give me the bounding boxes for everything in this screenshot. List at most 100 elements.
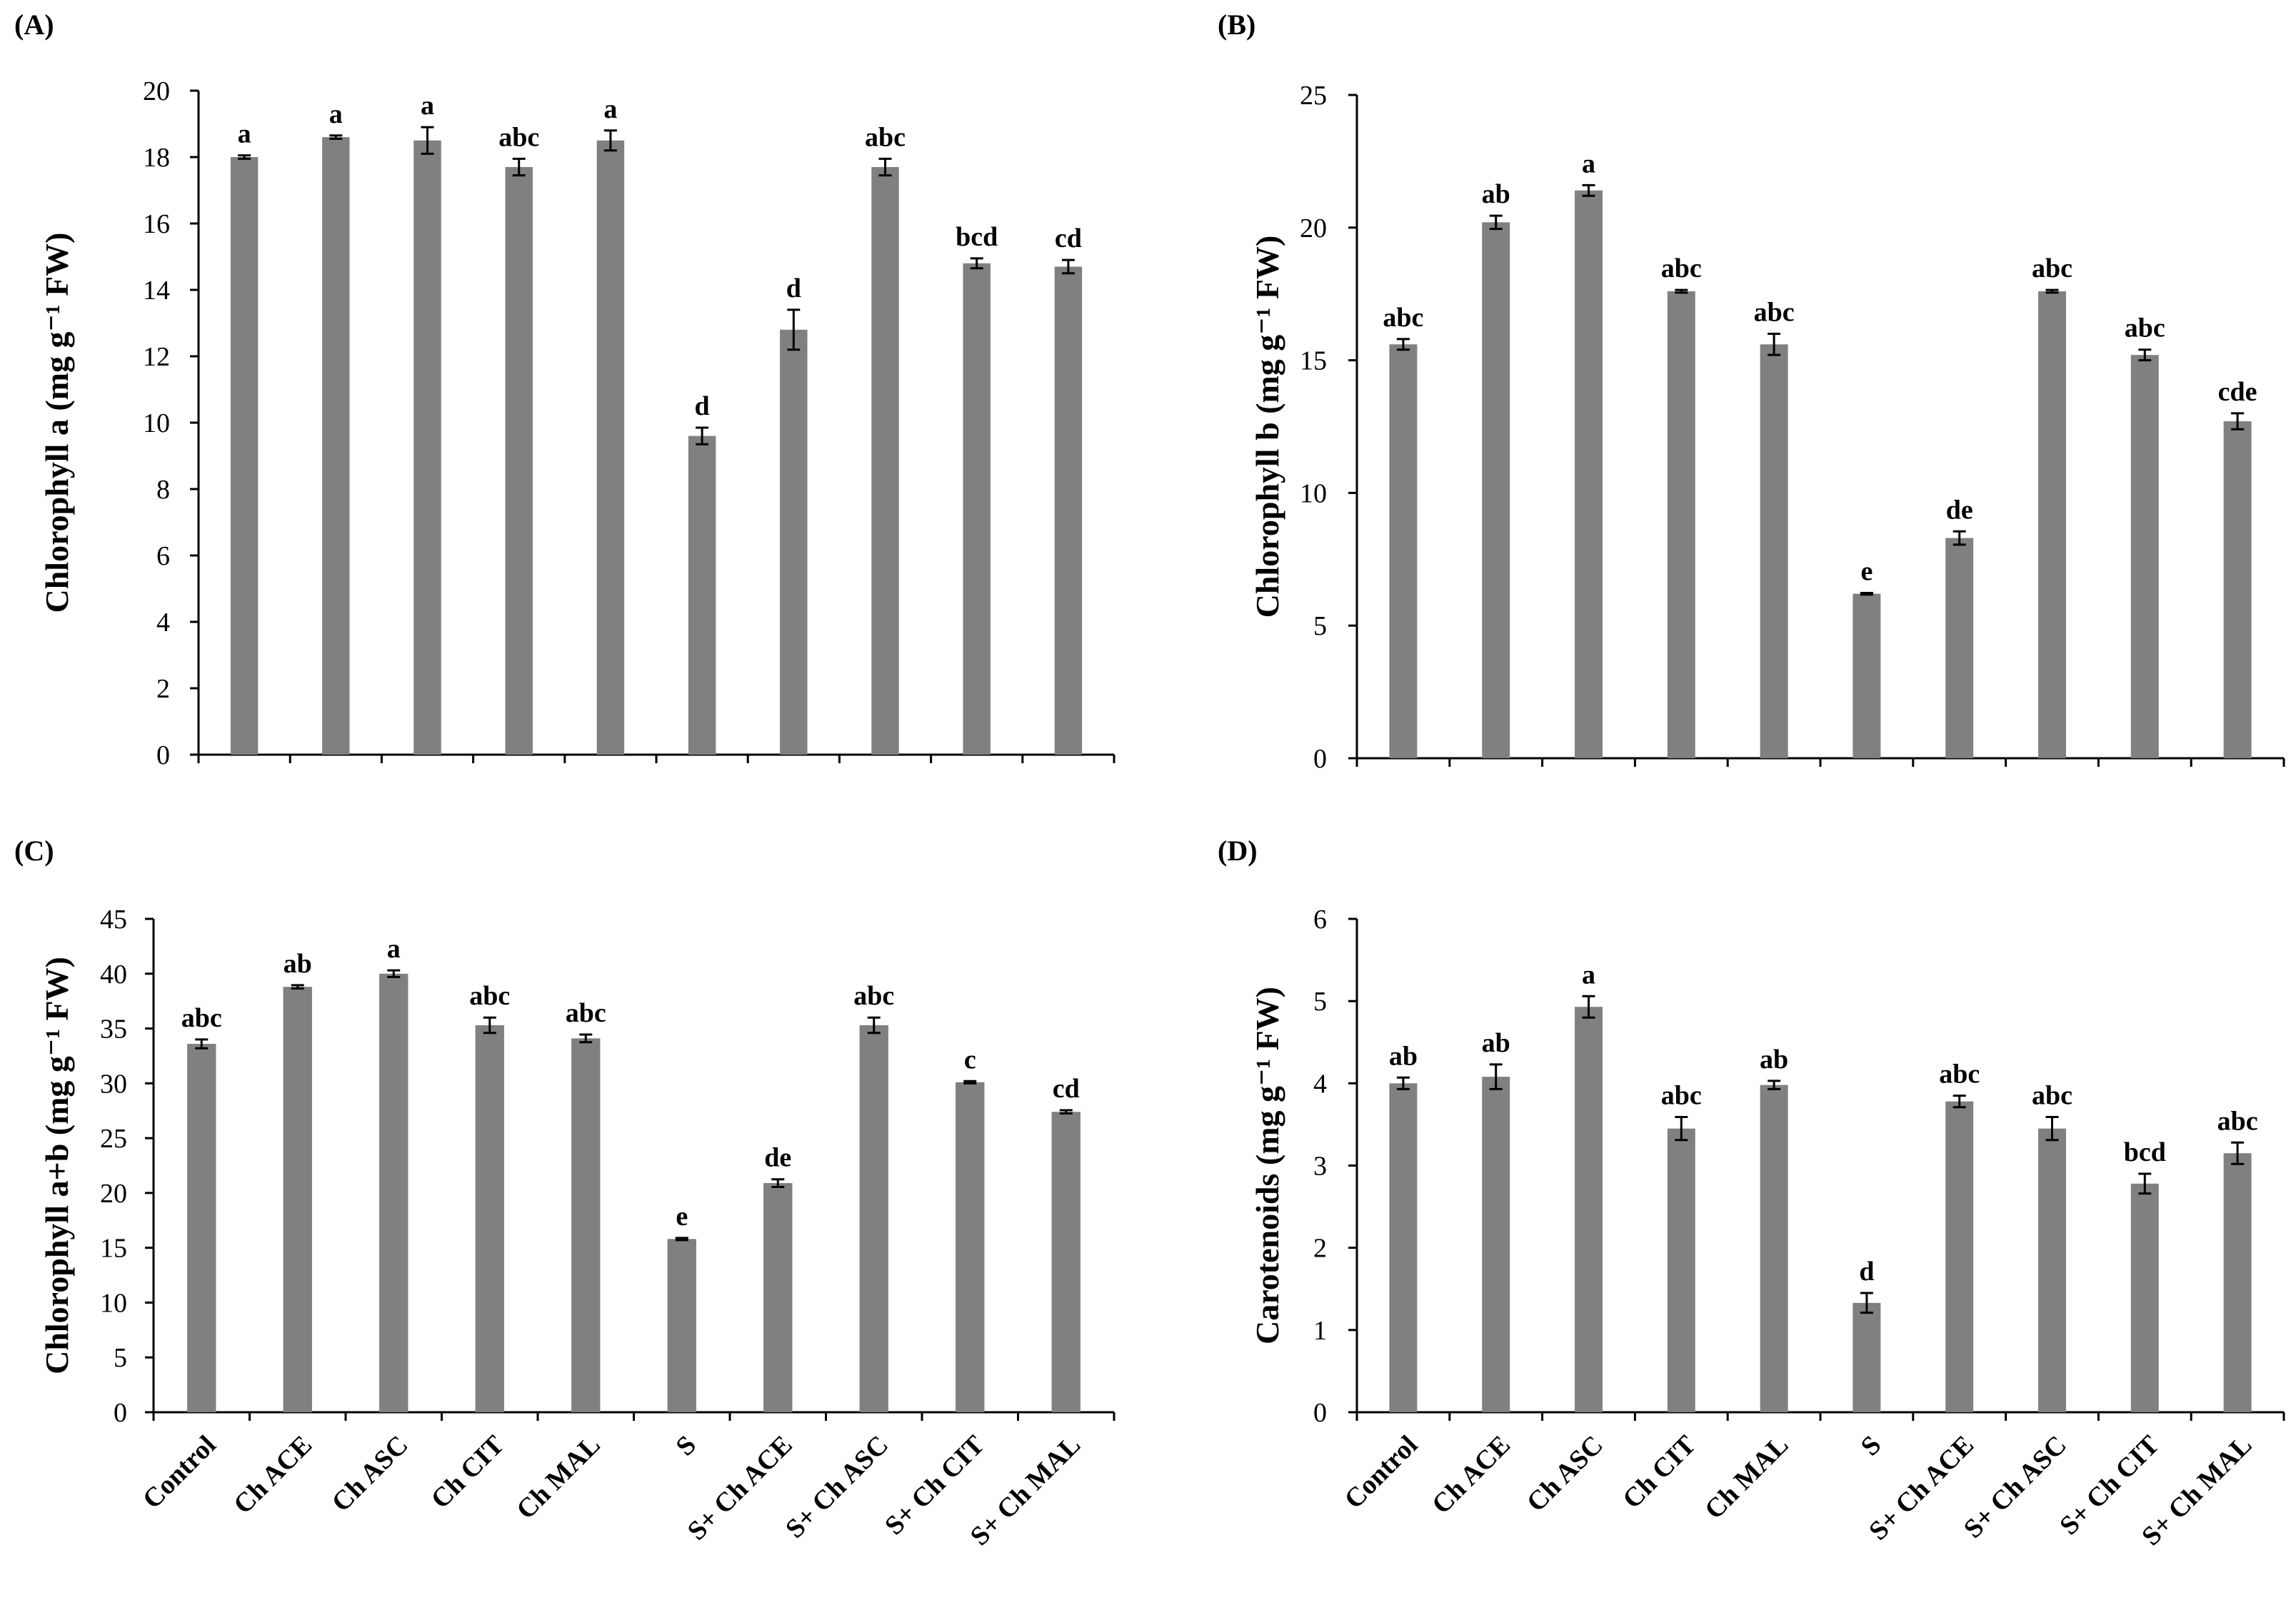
y-tick-label: 10 xyxy=(143,408,170,438)
bar xyxy=(2038,291,2066,758)
bar xyxy=(230,157,259,755)
category-label: S+ Ch ACE xyxy=(682,1430,798,1546)
bar xyxy=(1760,1085,1788,1412)
y-tick-label: 30 xyxy=(100,1069,127,1099)
y-tick-label: 4 xyxy=(1313,1069,1327,1099)
bar xyxy=(2038,1128,2066,1412)
bar xyxy=(688,436,716,755)
category-label: Ch ACE xyxy=(228,1430,318,1520)
significance-letter: a xyxy=(329,99,343,129)
y-tick-label: 10 xyxy=(1300,478,1327,508)
y-tick-label: 4 xyxy=(156,608,170,638)
bar xyxy=(1945,538,1974,758)
y-tick-label: 5 xyxy=(114,1343,127,1373)
significance-letter: ab xyxy=(1389,1041,1418,1071)
chart-panel-2: (B) Chlorophyll b (mg g⁻¹ FW) 0 5 10 15 20 25 ab… xyxy=(1218,9,2285,774)
bar xyxy=(2130,355,2159,759)
y-tick-label: 2 xyxy=(156,674,170,704)
y-tick-label: 1 xyxy=(1313,1316,1327,1346)
y-tick-label: 16 xyxy=(143,209,170,239)
significance-letter: ab xyxy=(1482,179,1510,209)
significance-letter: a xyxy=(603,94,617,124)
y-tick-label: 5 xyxy=(1313,611,1327,641)
category-label: Control xyxy=(1338,1430,1423,1515)
significance-letter: abc xyxy=(181,1003,222,1033)
bar xyxy=(780,329,808,755)
bar xyxy=(2223,1153,2252,1412)
significance-letter: cd xyxy=(1053,1074,1080,1104)
significance-letter: abc xyxy=(865,122,906,152)
category-label: Control xyxy=(137,1430,222,1515)
y-tick-label: 40 xyxy=(100,960,127,990)
bar xyxy=(379,973,408,1412)
significance-letter: ab xyxy=(1760,1045,1788,1075)
y-axis-title: Chlorophyll a (mg g⁻¹ FW) xyxy=(39,232,75,613)
bar xyxy=(1389,344,1418,759)
bar xyxy=(1575,1007,1603,1412)
bar xyxy=(1482,1077,1510,1412)
y-tick-label: 15 xyxy=(1300,346,1327,376)
significance-letter: ab xyxy=(284,949,312,979)
category-label: Ch MAL xyxy=(1699,1430,1794,1525)
bar xyxy=(1482,222,1510,758)
y-tick-label: 6 xyxy=(1313,905,1327,935)
significance-letter: ab xyxy=(1482,1028,1510,1058)
y-tick-label: 15 xyxy=(100,1234,127,1264)
significance-letter: abc xyxy=(2032,253,2072,283)
y-tick-label: 0 xyxy=(1313,1398,1327,1428)
significance-letter: a xyxy=(238,119,251,149)
category-label: S xyxy=(1855,1430,1888,1462)
y-tick-label: 18 xyxy=(143,143,170,173)
bar xyxy=(1853,1302,1881,1412)
bar xyxy=(1667,1128,1695,1412)
panel-label: (D) xyxy=(1218,835,1258,867)
y-tick-label: 25 xyxy=(1300,81,1327,111)
bar xyxy=(413,140,441,755)
y-tick-label: 0 xyxy=(114,1398,127,1428)
bar xyxy=(505,166,533,755)
significance-letter: cd xyxy=(1055,223,1082,253)
significance-letter: bcd xyxy=(2124,1137,2166,1167)
significance-letter: d xyxy=(695,391,710,421)
significance-letter: abc xyxy=(469,981,510,1011)
category-label: Ch CIT xyxy=(426,1430,511,1515)
category-label: Ch ACE xyxy=(1426,1430,1516,1520)
bar xyxy=(1054,266,1083,755)
significance-letter: bcd xyxy=(956,222,998,252)
y-tick-label: 6 xyxy=(156,541,170,571)
panel-label: (A) xyxy=(14,9,54,41)
significance-letter: abc xyxy=(1939,1060,1980,1090)
significance-letter: a xyxy=(421,91,434,121)
category-label: S+ Ch ASC xyxy=(780,1430,894,1544)
panel-label: (C) xyxy=(14,835,54,867)
bar xyxy=(2130,1183,2159,1412)
significance-letter: a xyxy=(1582,960,1595,990)
bar xyxy=(187,1044,216,1412)
significance-letter: d xyxy=(786,273,801,303)
significance-letter: a xyxy=(1582,149,1595,178)
category-label: Ch ASC xyxy=(326,1430,414,1518)
significance-letter: abc xyxy=(2125,313,2165,343)
y-tick-label: 35 xyxy=(100,1015,127,1045)
y-tick-label: 5 xyxy=(1313,987,1327,1017)
y-tick-label: 3 xyxy=(1313,1152,1327,1182)
bar xyxy=(596,140,625,755)
significance-letter: abc xyxy=(1754,297,1795,327)
y-tick-label: 0 xyxy=(156,740,170,770)
chart-panel-4: (D) Carotenoids (mg g⁻¹ FW) 0 1 2 3 4 5 6 ab Contr… xyxy=(1218,835,2285,1551)
significance-letter: de xyxy=(764,1143,791,1173)
significance-letter: d xyxy=(1859,1257,1874,1287)
bar xyxy=(1575,190,1603,758)
significance-letter: cde xyxy=(2218,377,2257,407)
category-label: S xyxy=(670,1430,702,1462)
y-tick-label: 12 xyxy=(143,342,170,372)
bar xyxy=(1853,593,1881,758)
significance-letter: abc xyxy=(2032,1081,2072,1111)
significance-letter: c xyxy=(964,1045,976,1075)
y-tick-label: 0 xyxy=(1313,744,1327,774)
bar xyxy=(2223,421,2252,758)
bar xyxy=(1667,291,1695,758)
bar xyxy=(763,1183,793,1412)
y-axis-title: Chlorophyll b (mg g⁻¹ FW) xyxy=(1249,236,1285,618)
